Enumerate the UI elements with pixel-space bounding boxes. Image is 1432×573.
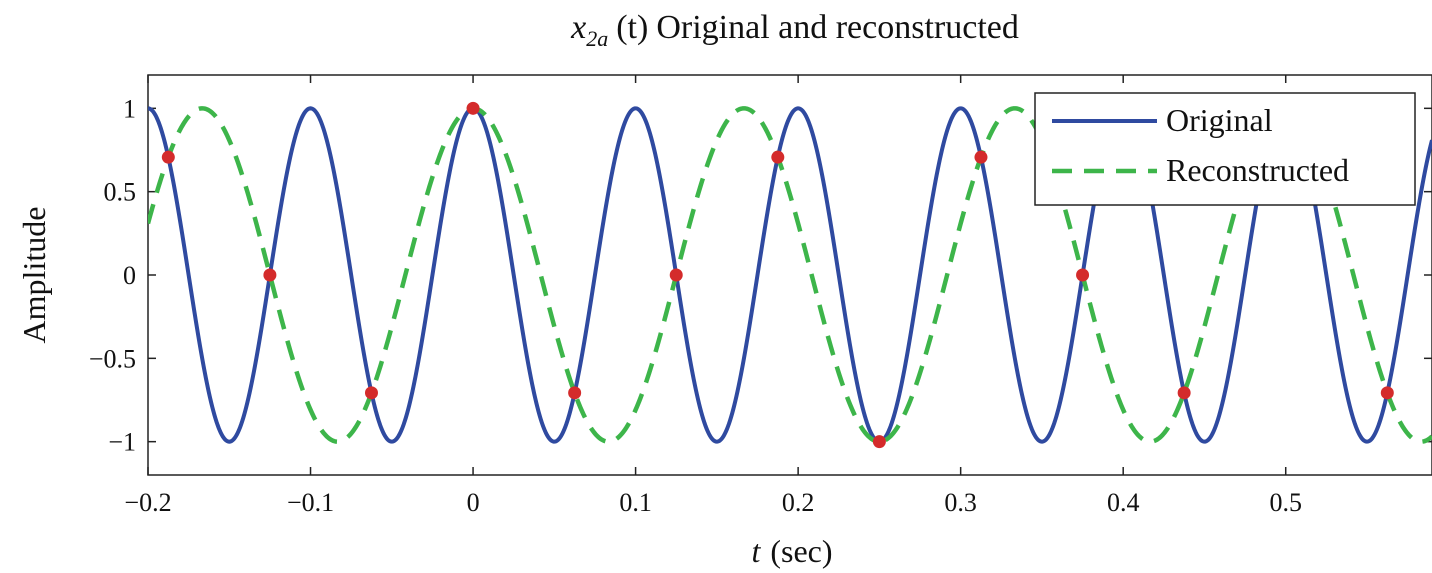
y-tick-label-2: 0 — [123, 261, 136, 290]
sample-point-3 — [466, 101, 480, 115]
legend-label-original: Original — [1166, 102, 1273, 138]
x-tick-label-1: −0.1 — [287, 488, 334, 517]
sample-point-7 — [872, 435, 886, 449]
title-sub: 2a — [586, 26, 608, 51]
legend-box — [1034, 92, 1416, 206]
sample-point-2 — [364, 386, 378, 400]
y-tick-label-4: −1 — [108, 428, 136, 457]
series-line-original — [148, 106, 1432, 444]
sample-point-10 — [1177, 386, 1191, 400]
x-axis-label: t (sec) — [751, 533, 832, 569]
x-tick-label-2: 0 — [467, 488, 480, 517]
sample-point-0 — [161, 150, 175, 164]
x-tick-label-0: −0.2 — [124, 488, 171, 517]
sample-point-9 — [1076, 268, 1090, 282]
title-var: x — [570, 9, 586, 46]
x-tick-label-5: 0.3 — [944, 488, 977, 517]
sample-point-4 — [568, 386, 582, 400]
title-rest: Original and reconstructed — [656, 9, 1019, 46]
y-tick-label-1: 0.5 — [104, 178, 137, 207]
x-tick-label-7: 0.5 — [1269, 488, 1302, 517]
legend-label-reconstructed: Reconstructed — [1166, 152, 1349, 188]
chart-title: x2a (t) Original and reconstructed — [570, 9, 1019, 51]
sample-point-8 — [974, 150, 988, 164]
sample-points — [161, 101, 1394, 449]
x-tick-label-6: 0.4 — [1107, 488, 1140, 517]
title-arg: (t) — [616, 9, 648, 46]
y-tick-label-3: −0.5 — [89, 344, 136, 373]
x-tick-label-4: 0.2 — [782, 488, 815, 517]
y-axis-label: Amplitude — [16, 207, 52, 344]
series-line-reconstructed — [148, 106, 1432, 444]
sample-point-6 — [771, 150, 785, 164]
legend: Original Reconstructed — [1034, 92, 1416, 206]
sample-point-5 — [669, 268, 683, 282]
y-tick-label-0: 1 — [123, 94, 136, 123]
x-axis-label-var: t — [751, 533, 761, 569]
sample-point-11 — [1380, 386, 1394, 400]
x-axis-label-unit: (sec) — [770, 533, 832, 569]
x-tick-label-3: 0.1 — [619, 488, 652, 517]
axis-tick-labels: −0.2 −0.1 0 0.1 0.2 0.3 0.4 0.5 1 0.5 0 −0.5 −1 — [89, 94, 1302, 517]
sample-point-1 — [263, 268, 277, 282]
